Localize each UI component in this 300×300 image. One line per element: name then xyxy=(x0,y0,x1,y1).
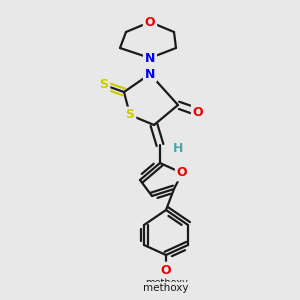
Text: S: S xyxy=(100,79,109,92)
Text: methoxy: methoxy xyxy=(143,283,189,293)
Text: O: O xyxy=(177,167,187,179)
Text: S: S xyxy=(125,109,134,122)
Text: H: H xyxy=(173,142,183,155)
Text: N: N xyxy=(145,68,155,80)
Text: N: N xyxy=(145,52,155,64)
Text: O: O xyxy=(161,263,171,277)
Text: methoxy: methoxy xyxy=(145,278,188,288)
Text: O: O xyxy=(193,106,203,118)
Text: O: O xyxy=(145,16,155,28)
